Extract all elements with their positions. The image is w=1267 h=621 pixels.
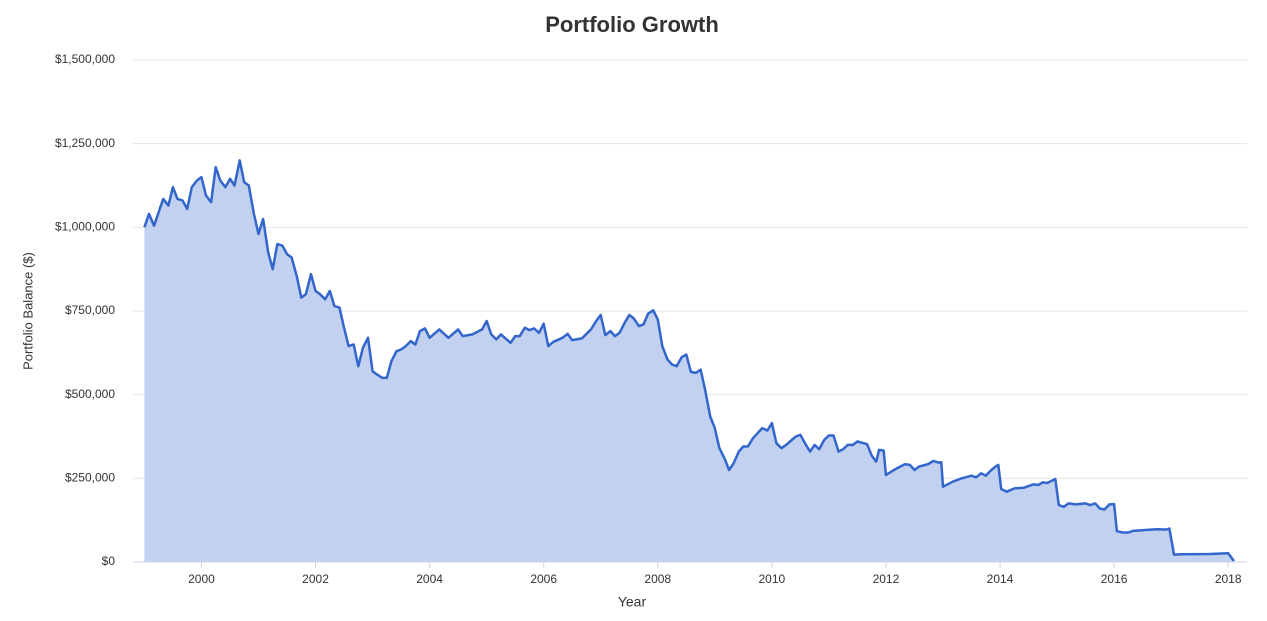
x-tick-label: 2014 [987,572,1014,586]
y-tick-label: $250,000 [65,471,115,485]
x-tick-label: 2008 [644,572,671,586]
y-tick-label: $1,000,000 [55,220,115,234]
area-fill [144,160,1234,562]
x-tick-label: 2002 [302,572,329,586]
x-tick-label: 2010 [759,572,786,586]
chart-title: Portfolio Growth [545,12,719,37]
y-axis-label: Portfolio Balance ($) [20,252,35,370]
x-tick-label: 2000 [188,572,215,586]
x-tick-label: 2016 [1101,572,1128,586]
y-tick-label: $1,250,000 [55,136,115,150]
y-tick-label: $0 [102,554,116,568]
series-line [143,159,1235,562]
y-tick-label: $1,500,000 [55,52,115,66]
x-axis-label: Year [618,594,647,610]
x-tick-label: 2012 [873,572,900,586]
y-tick-label: $500,000 [65,387,115,401]
x-tick-label: 2004 [416,572,443,586]
y-tick-label: $750,000 [65,303,115,317]
x-tick-label: 2006 [530,572,557,586]
x-tick-label: 2018 [1215,572,1242,586]
